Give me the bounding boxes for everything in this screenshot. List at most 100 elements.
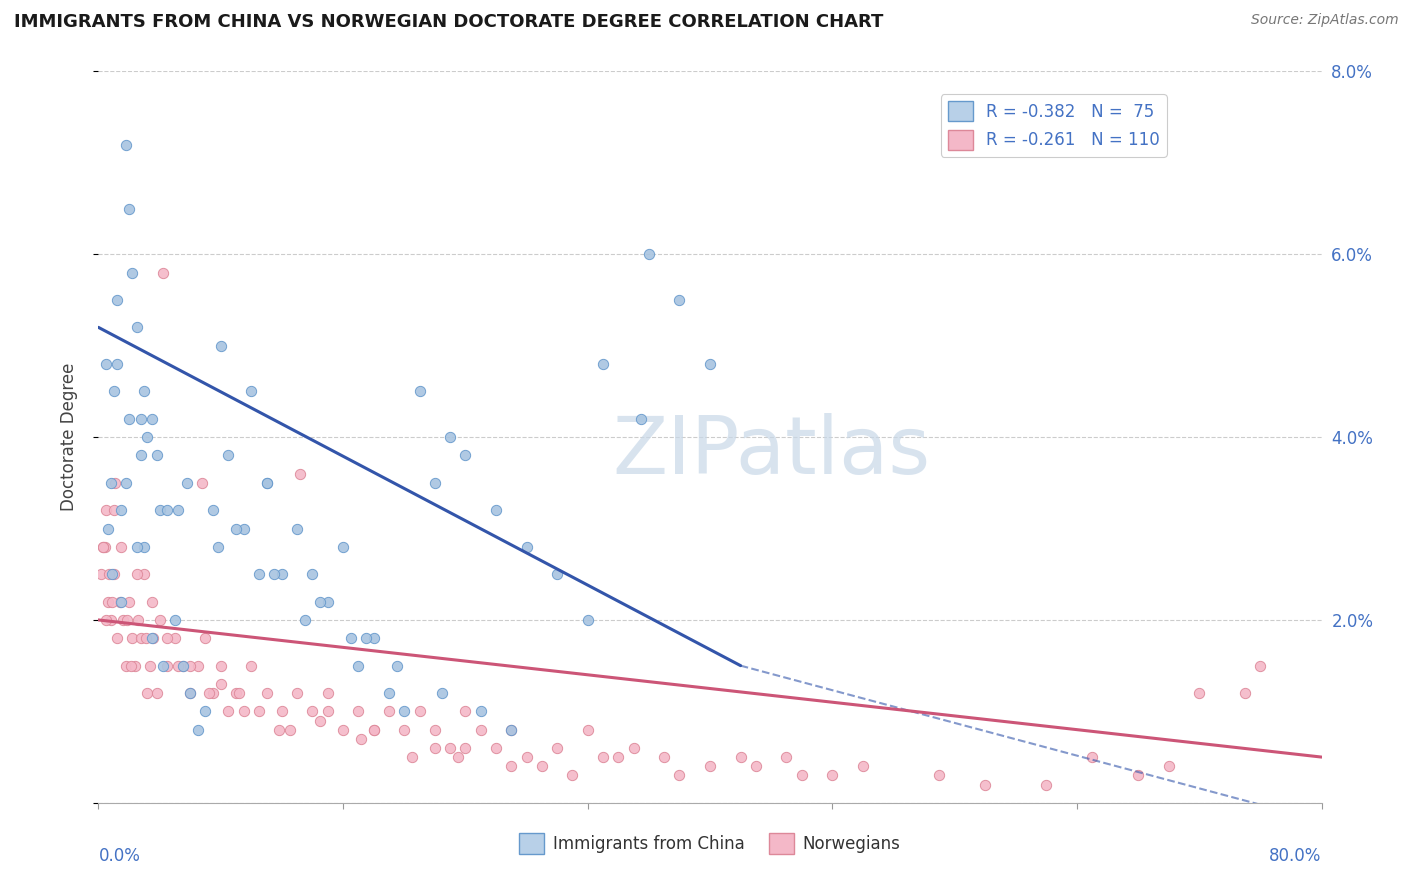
Point xyxy=(115,137,138,152)
Point xyxy=(93,540,115,554)
Point xyxy=(111,613,134,627)
Point xyxy=(294,613,316,627)
Point xyxy=(100,613,122,627)
Point xyxy=(439,430,461,444)
Point xyxy=(516,750,538,764)
Point xyxy=(90,567,112,582)
Point xyxy=(94,503,117,517)
Point xyxy=(103,384,125,399)
Point xyxy=(152,266,174,280)
Point xyxy=(156,503,179,517)
Point xyxy=(309,594,332,608)
Point xyxy=(187,658,209,673)
Point xyxy=(285,521,308,535)
Point xyxy=(637,247,661,261)
Point xyxy=(191,475,214,490)
Point xyxy=(1250,658,1272,673)
Point xyxy=(347,658,370,673)
Point xyxy=(228,686,250,700)
Point xyxy=(149,503,172,517)
Point xyxy=(118,202,141,216)
Point xyxy=(928,768,950,782)
Point xyxy=(378,705,401,719)
Point xyxy=(163,613,186,627)
Text: Source: ZipAtlas.com: Source: ZipAtlas.com xyxy=(1251,13,1399,28)
Point xyxy=(110,594,132,608)
Point xyxy=(423,723,446,737)
Point xyxy=(485,503,508,517)
Point xyxy=(699,357,721,371)
Point xyxy=(623,740,645,755)
Point xyxy=(176,475,198,490)
Point xyxy=(209,338,232,352)
Point xyxy=(821,768,844,782)
Point xyxy=(103,503,125,517)
Point xyxy=(309,714,332,728)
Point xyxy=(135,632,157,646)
Point xyxy=(447,750,470,764)
Point xyxy=(423,740,446,755)
Point xyxy=(332,723,354,737)
Point xyxy=(100,475,122,490)
Text: 80.0%: 80.0% xyxy=(1270,847,1322,864)
Point xyxy=(630,412,652,426)
Point xyxy=(172,658,194,673)
Point xyxy=(110,503,132,517)
Point xyxy=(197,686,219,700)
Point xyxy=(115,475,138,490)
Point xyxy=(285,686,308,700)
Point xyxy=(516,540,538,554)
Point xyxy=(105,632,128,646)
Point xyxy=(363,632,385,646)
Point xyxy=(101,594,124,608)
Point xyxy=(392,723,416,737)
Point xyxy=(316,686,339,700)
Point xyxy=(156,658,179,673)
Point xyxy=(561,768,583,782)
Point xyxy=(350,731,373,746)
Point xyxy=(124,658,146,673)
Point xyxy=(141,632,163,646)
Point xyxy=(592,357,614,371)
Point xyxy=(485,740,508,755)
Point xyxy=(1234,686,1257,700)
Point xyxy=(103,567,125,582)
Point xyxy=(118,412,141,426)
Point xyxy=(652,750,675,764)
Point xyxy=(207,540,229,554)
Point xyxy=(136,430,159,444)
Point xyxy=(530,759,553,773)
Point xyxy=(385,658,408,673)
Point xyxy=(139,658,162,673)
Point xyxy=(187,723,209,737)
Point xyxy=(172,658,194,673)
Point xyxy=(730,750,752,764)
Point xyxy=(263,567,285,582)
Point xyxy=(316,594,339,608)
Text: IMMIGRANTS FROM CHINA VS NORWEGIAN DOCTORATE DEGREE CORRELATION CHART: IMMIGRANTS FROM CHINA VS NORWEGIAN DOCTO… xyxy=(14,13,883,31)
Point xyxy=(145,686,167,700)
Point xyxy=(347,705,370,719)
Point xyxy=(408,384,430,399)
Point xyxy=(454,705,477,719)
Point xyxy=(1188,686,1211,700)
Point xyxy=(141,594,163,608)
Point xyxy=(1081,750,1104,764)
Point xyxy=(267,723,290,737)
Point xyxy=(363,723,385,737)
Point xyxy=(145,448,167,462)
Point xyxy=(194,705,217,719)
Point xyxy=(108,594,131,608)
Point xyxy=(117,613,139,627)
Point xyxy=(501,759,523,773)
Point xyxy=(217,705,239,719)
Point xyxy=(1157,759,1180,773)
Point xyxy=(179,658,201,673)
Point xyxy=(332,540,354,554)
Point xyxy=(240,384,263,399)
Point xyxy=(470,705,492,719)
Point xyxy=(607,750,630,764)
Point xyxy=(247,705,270,719)
Point xyxy=(270,567,294,582)
Point xyxy=(115,658,138,673)
